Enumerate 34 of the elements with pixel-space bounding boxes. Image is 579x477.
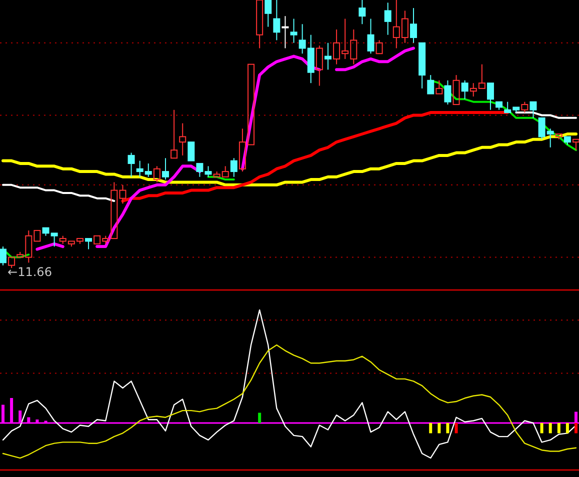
candlestick [282, 16, 289, 49]
bar [429, 423, 432, 434]
candlestick [486, 82, 494, 110]
candlestick [427, 74, 434, 94]
candlestick [85, 238, 92, 250]
bar [557, 423, 560, 434]
candlestick [128, 152, 135, 178]
candlestick [179, 122, 186, 156]
bar [574, 423, 578, 434]
bar [540, 423, 544, 434]
bar [566, 423, 569, 434]
candlestick [264, 0, 272, 28]
candlestick [444, 80, 452, 106]
bar [438, 423, 441, 434]
bar [258, 412, 262, 423]
bar [446, 423, 450, 434]
candlestick [410, 8, 418, 44]
annotation: ←11.66 [8, 265, 52, 279]
candlestick [162, 158, 169, 180]
candlestick [367, 18, 374, 54]
candlestick [196, 162, 204, 178]
candlestick [384, 2, 392, 36]
candlestick [290, 18, 298, 44]
candlestick [188, 142, 195, 162]
candlestick [204, 166, 212, 178]
candlestick [461, 80, 468, 100]
candlestick [358, 0, 366, 25]
candlestick [273, 0, 280, 41]
candlestick [530, 101, 537, 118]
candlestick [0, 246, 6, 266]
bar [548, 423, 552, 434]
candlestick [324, 42, 332, 70]
candlestick [230, 158, 238, 178]
bar [454, 423, 458, 434]
